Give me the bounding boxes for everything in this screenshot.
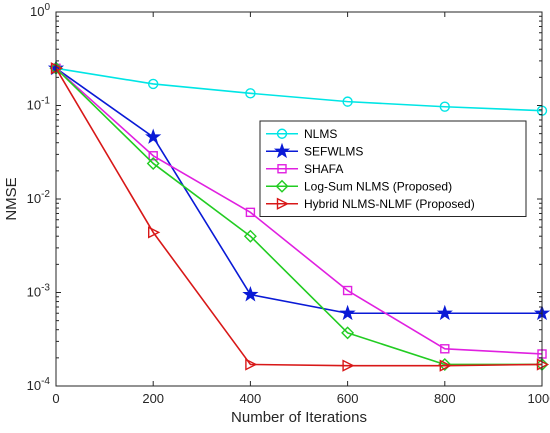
data-point [245, 88, 256, 99]
data-point [440, 344, 450, 354]
legend-label: Hybrid NLMS-NLMF (Proposed) [304, 197, 475, 211]
series-line [55, 67, 543, 367]
legend-label: NLMS [304, 127, 337, 141]
data-point [146, 156, 160, 170]
data-point [341, 326, 355, 340]
series-line [55, 67, 542, 315]
x-tick-label: 600 [337, 391, 359, 406]
data-point [342, 96, 353, 107]
data-point [342, 285, 353, 296]
legend-marker [276, 197, 290, 210]
data-point [243, 229, 257, 243]
y-tick-label: 10-2 [27, 189, 51, 206]
series-0 [50, 63, 548, 116]
legend: NLMS SEFWLMS SHAFA Log-Sum NLMS (Proposed) H… [259, 120, 527, 217]
y-tick-label: 10-3 [27, 283, 51, 300]
data-point [439, 101, 450, 112]
data-point [242, 286, 259, 302]
legend-marker [275, 179, 289, 193]
data-point [147, 78, 159, 90]
legend-box [259, 120, 527, 217]
data-point [439, 359, 452, 372]
series-line [55, 67, 543, 355]
data-point [438, 357, 452, 371]
legend-label: SHAFA [304, 162, 343, 176]
series-line [55, 67, 542, 366]
data-point [436, 304, 453, 321]
legend-marker [276, 128, 288, 139]
x-tick-label: 0 [52, 391, 59, 406]
legend-label: SEFWLMS [304, 144, 363, 158]
series-line [55, 67, 543, 112]
legend-entry: Log-Sum NLMS (Proposed) [266, 179, 452, 193]
legend-entry: Hybrid NLMS-NLMF (Proposed) [266, 197, 475, 211]
legend-entry: SHAFA [266, 162, 343, 176]
data-point [145, 128, 162, 144]
x-tick-label: 800 [434, 391, 456, 406]
x-axis-title: Number of Iterations [231, 409, 367, 426]
x-tick-label: 400 [240, 391, 262, 406]
y-tick-label: 10-1 [27, 96, 51, 113]
legend-entry: NLMS [266, 127, 337, 141]
data-point [148, 151, 158, 161]
data-point [245, 207, 256, 218]
data-point [147, 226, 161, 239]
x-tick-label: 200 [142, 391, 164, 406]
data-point [339, 304, 356, 321]
legend-marker [273, 142, 291, 159]
y-tick-label: 100 [30, 2, 50, 19]
data-point [245, 358, 258, 371]
legend-marker [277, 164, 287, 174]
y-tick-label: 10-4 [27, 376, 51, 393]
x-tick-label: 1000 [528, 391, 550, 406]
legend-entry: SEFWLMS [266, 142, 363, 159]
data-point [342, 359, 355, 372]
axes: 0 200 400 600 800 1000 10-4 10-3 10-2 10-1 100 [27, 2, 550, 406]
plot-area [47, 59, 550, 372]
legend-label: Log-Sum NLMS (Proposed) [304, 179, 452, 193]
y-axis-title: NMSE [3, 177, 20, 220]
